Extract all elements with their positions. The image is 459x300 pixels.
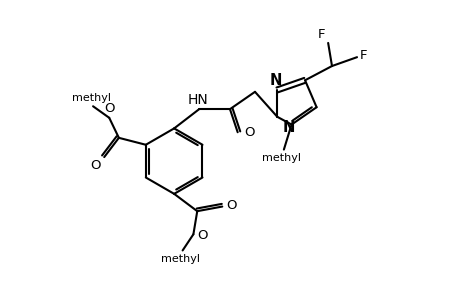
Text: O: O (226, 199, 236, 212)
Text: O: O (244, 126, 255, 139)
Text: N: N (282, 120, 295, 135)
Text: O: O (104, 102, 114, 115)
Text: N: N (269, 73, 281, 88)
Text: methyl: methyl (161, 254, 200, 263)
Text: O: O (90, 159, 101, 172)
Text: O: O (197, 229, 207, 242)
Text: F: F (359, 49, 367, 62)
Text: HN: HN (188, 93, 208, 107)
Text: methyl: methyl (72, 93, 111, 103)
Text: methyl: methyl (262, 153, 301, 163)
Text: F: F (317, 28, 325, 41)
